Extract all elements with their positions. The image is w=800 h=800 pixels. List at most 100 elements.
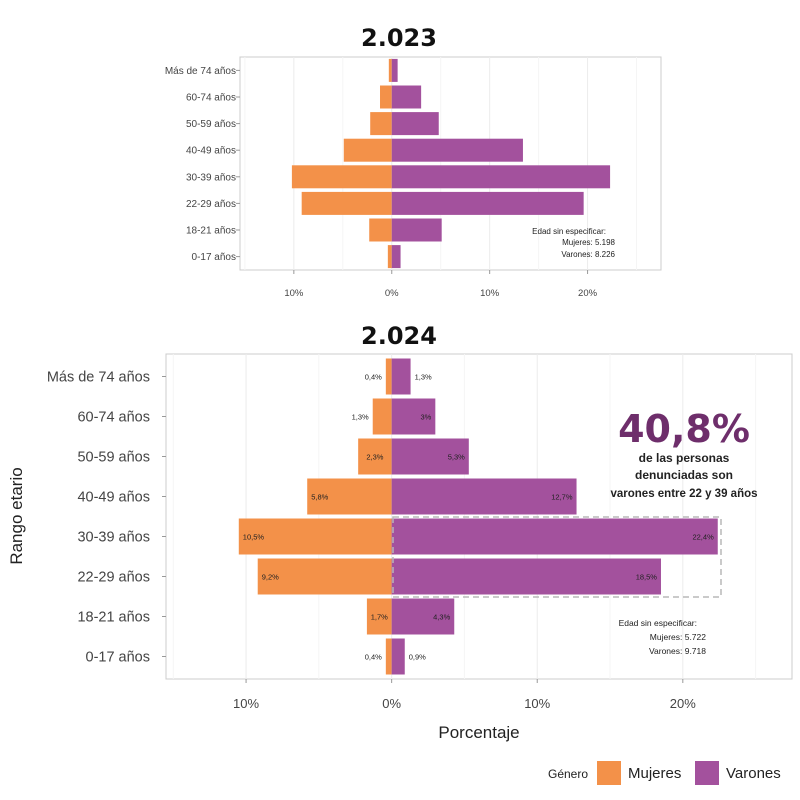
note-line-1: Edad sin especificar: (619, 618, 697, 628)
y-tick-label: 30-39 años (77, 530, 150, 546)
bar-mujeres (385, 638, 392, 675)
y-tick-label: 50-59 años (77, 450, 150, 466)
y-tick-label: 0-17 años (192, 252, 236, 263)
bar-label-mujeres: 9,2% (262, 573, 279, 582)
pyramid-chart-2023: 2.023 0-17 años 18-21 años 22-29 años 30-39… (165, 24, 662, 299)
unspecified-age-note: Edad sin especificar: Mujeres: 5.198 Var… (532, 227, 615, 259)
bar-varones (391, 191, 584, 215)
bar-mujeres (257, 558, 392, 595)
y-tick-label: 40-49 años (77, 490, 150, 506)
bar-label-mujeres: 0,4% (365, 653, 382, 662)
x-tick-labels: 10% 0% 10% 20% (233, 679, 696, 711)
y-tick-label: 0-17 años (86, 650, 151, 666)
x-tick-label: 10% (284, 288, 304, 299)
bar-mujeres (343, 138, 392, 162)
y-axis-title: Rango etario (7, 467, 26, 564)
bar-mujeres (380, 85, 392, 109)
x-tick-label: 20% (670, 696, 696, 711)
note-line-3: Varones: 9.718 (649, 646, 706, 656)
bar-varones (391, 245, 401, 269)
bar-mujeres (387, 245, 392, 269)
bar-label-varones: 4,3% (433, 613, 450, 622)
y-tick-label: 60-74 años (77, 410, 150, 426)
unspecified-age-note: Edad sin especificar: Mujeres: 5.722 Var… (619, 618, 707, 656)
gridlines (172, 354, 757, 679)
bar-mujeres (366, 598, 392, 635)
bar-varones (391, 518, 718, 555)
y-tick-label: Más de 74 años (47, 370, 150, 386)
plot-panel (239, 56, 662, 271)
bar-varones (391, 398, 436, 435)
bar-varones (391, 558, 661, 595)
y-tick-label: 30-39 años (186, 172, 236, 183)
bar-varones (391, 358, 411, 395)
x-tick-label: 0% (382, 696, 401, 711)
bar-label-varones: 12,7% (551, 493, 573, 502)
bar-varones (391, 438, 469, 475)
highlight-box (392, 516, 722, 598)
bar-mujeres (307, 478, 392, 515)
legend: Género Mujeres Varones (548, 761, 781, 785)
chart-title: 2.023 (361, 24, 437, 52)
bar-varones (391, 58, 398, 82)
x-tick-label: 10% (233, 696, 259, 711)
legend-title: Género (548, 767, 588, 781)
bar-varones (391, 638, 405, 675)
bar-mujeres (388, 58, 392, 82)
pyramid-chart-2024: 2.024 0,4% 0,9% 1,7% 4,3% 9,2% 18,5% 10,5% 22,4… (7, 322, 793, 742)
bar-label-varones: 5,3% (448, 453, 465, 462)
y-tick-labels: 0-17 años 18-21 años 22-29 años 30-39 años 4… (165, 66, 240, 263)
note-line-2: Mujeres: 5.722 (650, 632, 706, 642)
bar-label-mujeres: 0,4% (365, 373, 382, 382)
bar-varones (391, 112, 439, 136)
headline-line-3: varones entre 22 y 39 años (610, 488, 757, 500)
bar-label-mujeres: 1,3% (352, 413, 369, 422)
x-tick-label: 10% (480, 288, 500, 299)
legend-swatch-mujeres (597, 761, 621, 785)
x-tick-label: 0% (385, 288, 399, 299)
note-line-1: Edad sin especificar: (532, 227, 606, 236)
y-tick-label: 40-49 años (186, 146, 236, 157)
headline-line-1: de las personas (639, 451, 730, 465)
bar-label-varones: 0,9% (409, 653, 426, 662)
bar-mujeres (358, 438, 392, 475)
y-tick-label: 50-59 años (186, 119, 236, 130)
bar-label-varones: 18,5% (636, 573, 658, 582)
headline-percentage: 40,8% (618, 407, 750, 451)
legend-swatch-varones (695, 761, 719, 785)
legend-label-varones: Varones (726, 765, 781, 782)
note-line-3: Varones: 8.226 (561, 250, 615, 259)
bar-varones (391, 165, 611, 189)
bar-label-mujeres: 10,5% (243, 533, 265, 542)
bar-labels: 0,4% 0,9% 1,7% 4,3% 9,2% 18,5% 10,5% 22,4% 5,8% 1… (243, 373, 714, 662)
y-tick-label: 60-74 años (186, 93, 236, 104)
bar-mujeres (301, 191, 392, 215)
bars (291, 58, 611, 269)
bar-mujeres (372, 398, 392, 435)
bar-mujeres (369, 218, 392, 242)
x-tick-label: 20% (578, 288, 598, 299)
bar-varones (391, 218, 442, 242)
y-tick-label: 18-21 años (186, 226, 236, 237)
y-tick-label: 18-21 años (77, 610, 150, 626)
bar-varones (391, 478, 577, 515)
bar-mujeres (385, 358, 392, 395)
y-tick-label: Más de 74 años (165, 66, 236, 77)
bar-varones (391, 138, 523, 162)
bar-label-varones: 22,4% (692, 533, 714, 542)
chart-title: 2.024 (361, 322, 437, 350)
bar-label-varones: 1,3% (415, 373, 432, 382)
bar-varones (391, 598, 455, 635)
bar-mujeres (291, 165, 392, 189)
y-tick-label: 22-29 años (186, 199, 236, 210)
y-tick-labels: 0-17 años 18-21 años 22-29 años 30-39 años 4… (47, 370, 166, 666)
plot-panel (165, 353, 793, 680)
x-axis-title: Porcentaje (438, 723, 519, 742)
legend-label-mujeres: Mujeres (628, 765, 681, 782)
bar-mujeres (370, 112, 392, 136)
bar-label-mujeres: 1,7% (371, 613, 388, 622)
headline-annotation: 40,8% de las personas denunciadas son va… (610, 407, 757, 500)
bar-label-mujeres: 5,8% (311, 493, 328, 502)
bar-varones (391, 85, 422, 109)
x-tick-label: 10% (524, 696, 550, 711)
